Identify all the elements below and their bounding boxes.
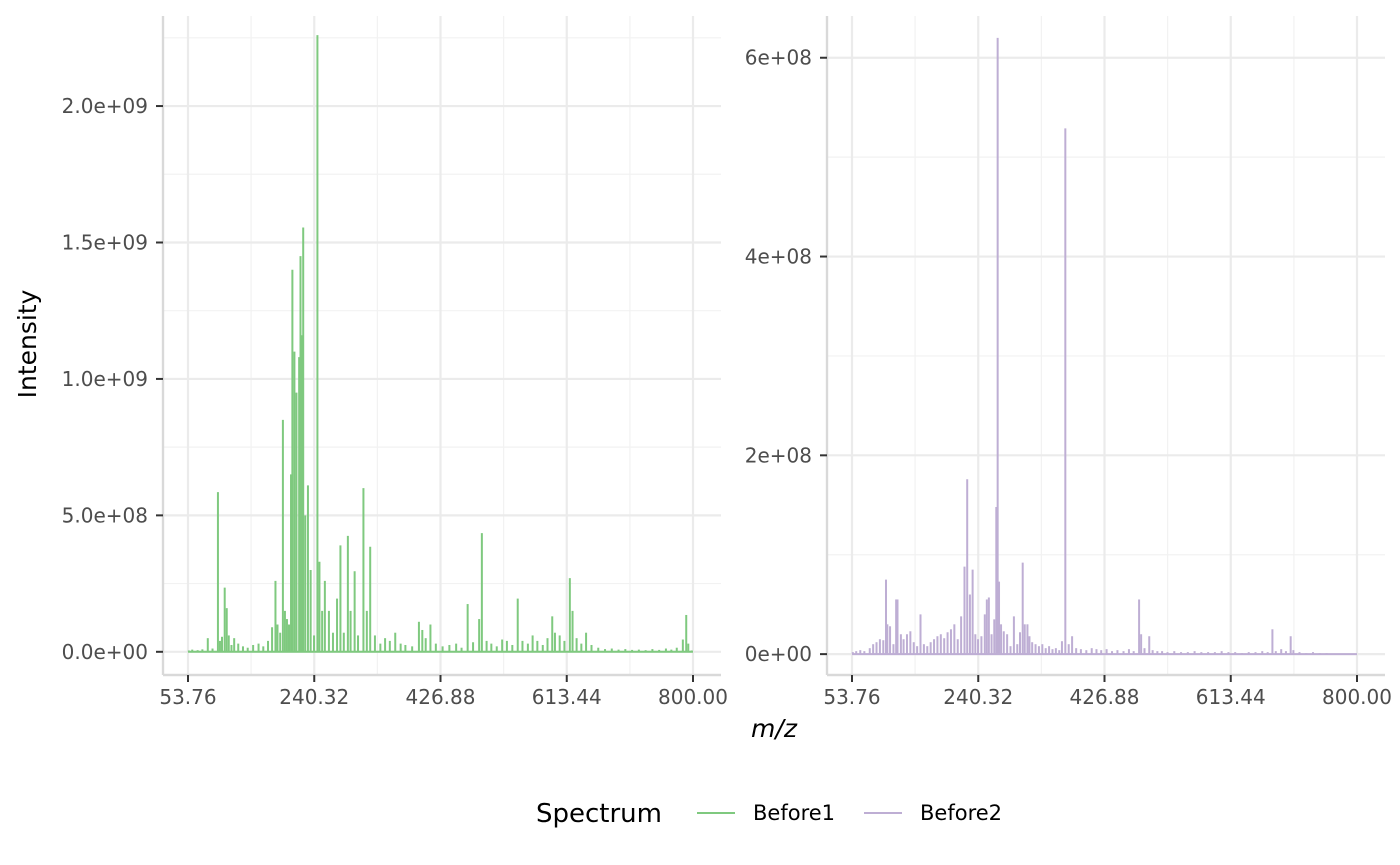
x-axis-title: m/z xyxy=(751,714,798,743)
before1-y-tick-label: 1.5e+09 xyxy=(62,230,148,254)
before2-y-tick-label: 2e+08 xyxy=(745,443,812,467)
before1-x-tick-label: 800.00 xyxy=(658,685,728,709)
legend-title: Spectrum xyxy=(536,799,662,829)
legend-label-before2: Before2 xyxy=(920,801,1002,825)
before1-y-tick-label: 5.0e+08 xyxy=(62,503,148,527)
before1-x-tick-label: 613.44 xyxy=(532,685,602,709)
before2-y-tick-label: 4e+08 xyxy=(745,245,812,269)
before2-x-tick-label: 426.88 xyxy=(1070,685,1140,709)
panel-before2: 53.76 240.32 426.88 613.44 800.00 0e+00 2e+08 4… xyxy=(745,16,1392,709)
legend-label-before1: Before1 xyxy=(753,801,835,825)
before2-y-tick-label: 6e+08 xyxy=(745,46,812,70)
panel-before1: 53.76 240.32 426.88 613.44 800.00 0.0e+00 5.0e… xyxy=(62,16,728,709)
before2-y-tick-label: 0e+00 xyxy=(745,642,812,666)
before1-y-tick-label: 0.0e+00 xyxy=(62,640,148,664)
before2-x-tick-label: 240.32 xyxy=(943,685,1013,709)
y-axis-title: Intensity xyxy=(13,289,42,398)
legend: Spectrum Before1 Before2 xyxy=(536,799,1002,829)
before1-y-tick-label: 2.0e+09 xyxy=(62,94,148,118)
before2-x-tick-label: 613.44 xyxy=(1196,685,1266,709)
before1-x-tick-label: 53.76 xyxy=(159,685,216,709)
before1-y-tick-label: 1.0e+09 xyxy=(62,367,148,391)
before1-x-tick-label: 426.88 xyxy=(406,685,476,709)
before2-x-tick-label: 53.76 xyxy=(823,685,880,709)
before2-x-tick-label: 800.00 xyxy=(1322,685,1392,709)
before1-x-tick-label: 240.32 xyxy=(279,685,349,709)
